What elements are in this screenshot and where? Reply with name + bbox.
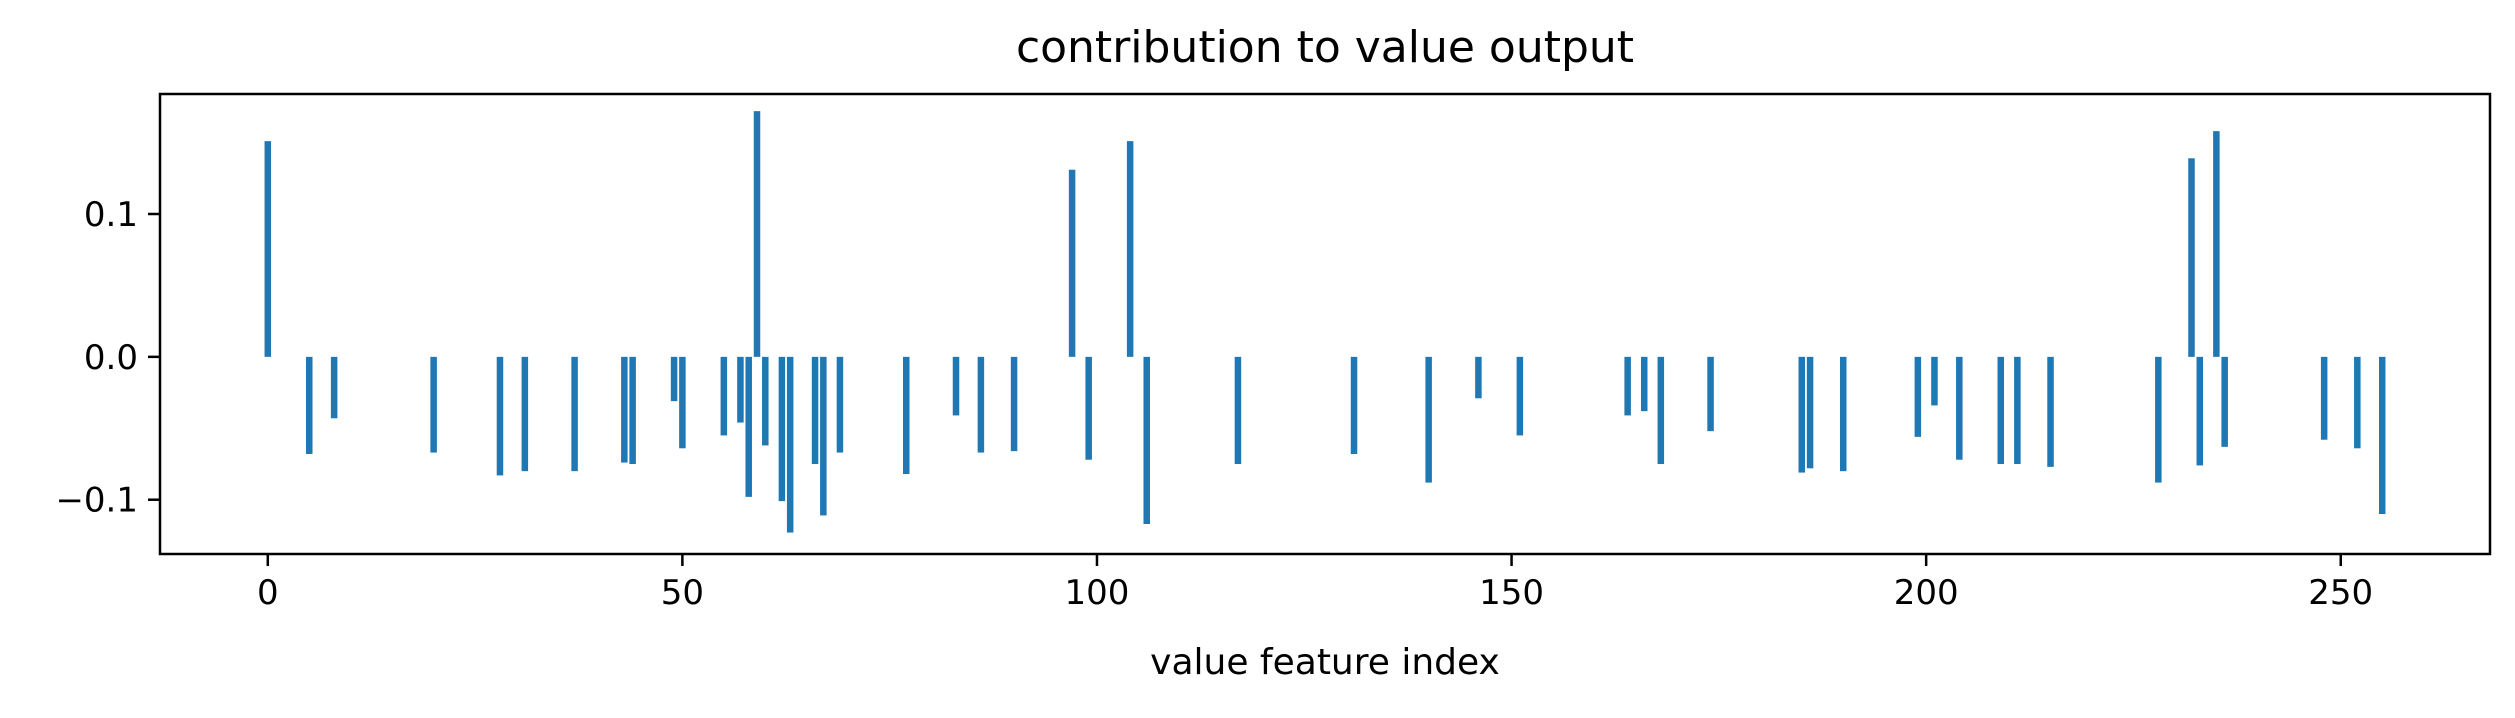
bar-209 bbox=[1997, 356, 2005, 464]
bar-44 bbox=[629, 356, 636, 464]
bar-99 bbox=[1085, 356, 1092, 460]
bar-97 bbox=[1068, 169, 1076, 357]
bar-106 bbox=[1143, 356, 1150, 524]
bar-190 bbox=[1839, 356, 1847, 472]
y-tick-label-1: 0.0 bbox=[84, 338, 138, 378]
chart-title: contribution to value output bbox=[1016, 22, 1634, 73]
x-tick-label-0: 0 bbox=[257, 573, 279, 613]
bar-83 bbox=[952, 356, 960, 416]
bar-131 bbox=[1350, 356, 1358, 454]
bar-201 bbox=[1931, 356, 1938, 406]
bar-59 bbox=[753, 111, 761, 357]
bar-174 bbox=[1707, 356, 1714, 432]
bar-235 bbox=[2213, 131, 2220, 357]
bar-37 bbox=[571, 356, 578, 472]
bar-31 bbox=[521, 356, 529, 472]
bar-140 bbox=[1425, 356, 1432, 483]
bar-67 bbox=[820, 356, 827, 516]
bar-43 bbox=[621, 356, 628, 463]
bar-69 bbox=[836, 356, 844, 453]
bar-236 bbox=[2221, 356, 2228, 447]
bar-0 bbox=[264, 141, 272, 357]
bar-252 bbox=[2354, 356, 2361, 449]
bar-60 bbox=[762, 356, 769, 446]
bar-117 bbox=[1234, 356, 1242, 464]
bar-86 bbox=[977, 356, 985, 453]
bar-49 bbox=[670, 356, 678, 402]
bar-146 bbox=[1475, 356, 1482, 399]
bar-28 bbox=[496, 356, 504, 476]
bar-63 bbox=[786, 356, 794, 533]
bar-50 bbox=[679, 356, 686, 449]
bars-layer bbox=[264, 111, 2386, 533]
bar-211 bbox=[2014, 356, 2021, 464]
x-tick-label-150: 150 bbox=[1479, 573, 1544, 613]
bar-185 bbox=[1798, 356, 1806, 473]
bar-62 bbox=[778, 356, 786, 502]
bar-104 bbox=[1126, 141, 1134, 357]
bar-58 bbox=[745, 356, 752, 497]
bar-55 bbox=[720, 356, 728, 436]
bar-228 bbox=[2155, 356, 2162, 483]
x-tick-label-250: 250 bbox=[2308, 573, 2373, 613]
bar-168 bbox=[1657, 356, 1665, 464]
bar-20 bbox=[430, 356, 437, 453]
axis-layer: 0 50 100 150 200 250 −0.1 0.0 0.1 bbox=[55, 195, 2373, 613]
bar-248 bbox=[2320, 356, 2328, 440]
bar-186 bbox=[1806, 356, 1814, 469]
bar-90 bbox=[1010, 356, 1018, 452]
bar-8 bbox=[330, 356, 338, 419]
plot-frame bbox=[158, 92, 2492, 556]
bar-57 bbox=[737, 356, 744, 423]
bar-204 bbox=[1956, 356, 1963, 460]
bar-199 bbox=[1914, 356, 1922, 437]
y-tick-label-0: −0.1 bbox=[55, 481, 138, 521]
x-tick-label-50: 50 bbox=[661, 573, 704, 613]
bar-255 bbox=[2378, 356, 2386, 514]
x-tick-label-100: 100 bbox=[1065, 573, 1130, 613]
bar-164 bbox=[1624, 356, 1631, 416]
bar-233 bbox=[2196, 356, 2204, 466]
bar-151 bbox=[1516, 356, 1524, 436]
bar-66 bbox=[811, 356, 819, 464]
bar-215 bbox=[2047, 356, 2054, 467]
y-tick-label-2: 0.1 bbox=[84, 195, 138, 235]
x-tick-label-200: 200 bbox=[1894, 573, 1959, 613]
bar-77 bbox=[903, 356, 910, 474]
bar-5 bbox=[306, 356, 313, 454]
bar-232 bbox=[2188, 158, 2195, 357]
bar-166 bbox=[1640, 356, 1648, 412]
x-axis-label: value feature index bbox=[1150, 642, 1500, 683]
